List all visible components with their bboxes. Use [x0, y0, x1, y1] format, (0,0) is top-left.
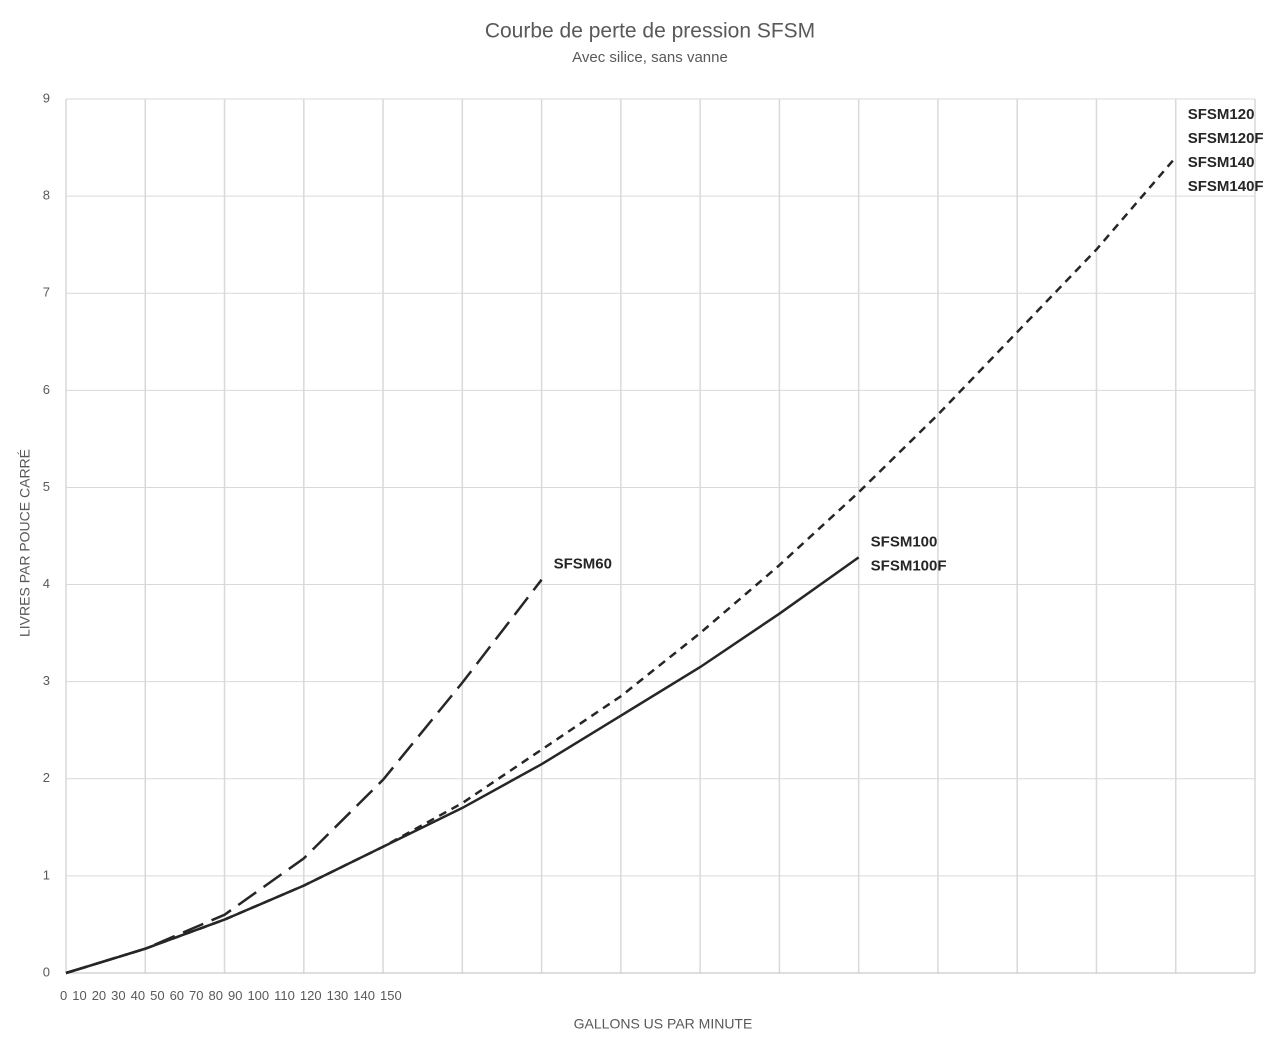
series-label: SFSM120: [1188, 106, 1255, 123]
x-tick-label: 0: [60, 988, 68, 1003]
x-tick-label: 150: [380, 988, 402, 1003]
y-tick-label: 4: [43, 576, 50, 591]
series-label: SFSM60: [554, 556, 612, 573]
x-tick-label: 110: [274, 988, 295, 1003]
x-axis-label: GALLONS US PAR MINUTE: [574, 1016, 753, 1032]
x-tick-label: 50: [150, 988, 165, 1003]
y-tick-label: 9: [43, 90, 50, 105]
series-line: [65, 156, 1177, 975]
series-label: SFSM100: [871, 533, 938, 550]
y-tick-label: 1: [43, 867, 50, 882]
x-tick-label: 20: [91, 988, 107, 1003]
chart-title: Courbe de perte de pression SFSM: [485, 20, 815, 43]
chart-subtitle: Avec silice, sans vanne: [572, 49, 728, 66]
series-label: SFSM140F: [1188, 178, 1264, 195]
y-tick-label: 3: [43, 673, 50, 688]
x-tick-label: 100: [247, 988, 270, 1003]
series-line: [65, 556, 860, 975]
x-tick-label: 60: [169, 988, 185, 1003]
x-tick-label: 30: [111, 988, 126, 1003]
x-tick-label: 120: [299, 988, 322, 1003]
y-tick-label: 8: [43, 188, 50, 203]
y-tick-label: 7: [43, 285, 50, 300]
x-tick-label: 10: [72, 988, 87, 1003]
y-tick-label: 2: [43, 770, 50, 785]
x-tick-label: 40: [130, 988, 146, 1003]
x-tick-labels: 0 10 20 30 40 50 60 70 80 90 100 110 120 130 140 150: [60, 988, 402, 1003]
x-tick-label: 130: [326, 988, 349, 1003]
series-label: SFSM100F: [871, 557, 947, 574]
x-tick-label: 70: [189, 988, 204, 1003]
series-label: SFSM120F: [1188, 130, 1264, 147]
series-label: SFSM140: [1188, 154, 1255, 171]
grid: [65, 98, 1256, 974]
y-axis-label: LIVRES PAR POUCE CARRÉ: [17, 449, 33, 637]
y-tick-label: 0: [43, 964, 50, 979]
x-tick-label: 140: [353, 988, 375, 1003]
x-tick-label: 90: [227, 988, 243, 1003]
x-tick-label: 80: [208, 988, 223, 1003]
y-tick-label: 5: [43, 479, 50, 494]
y-tick-label: 6: [43, 382, 50, 397]
